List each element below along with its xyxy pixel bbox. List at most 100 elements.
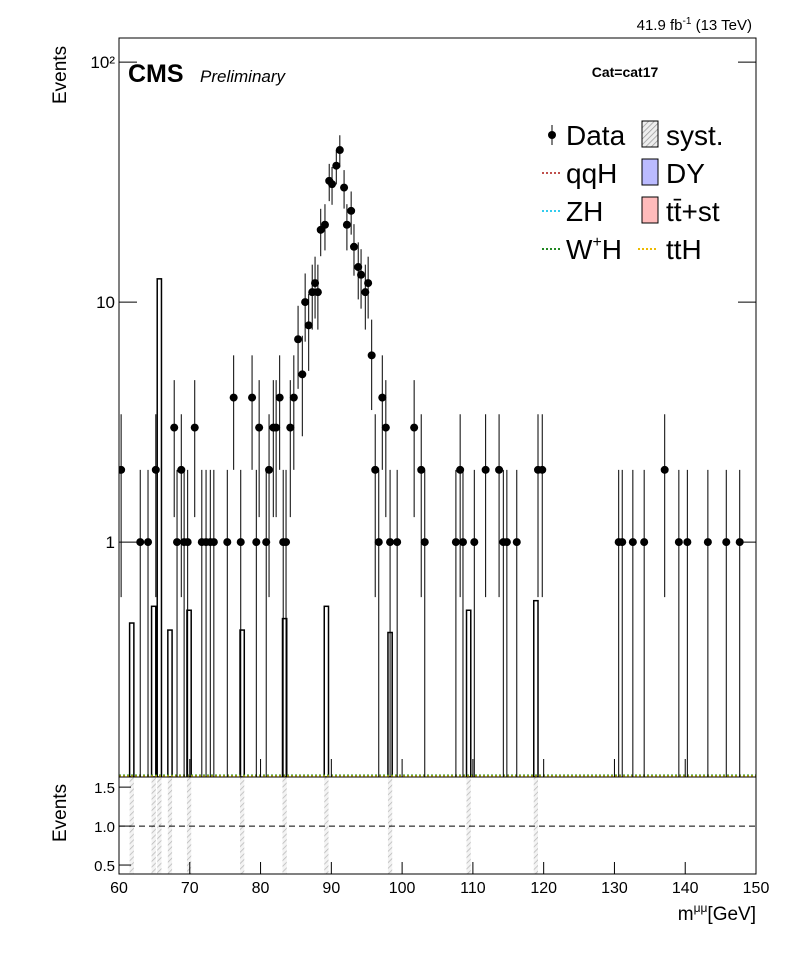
data-point	[354, 263, 363, 272]
data-point	[538, 465, 547, 474]
data-point	[262, 538, 271, 547]
data-point	[190, 423, 199, 432]
status: Preliminary	[200, 67, 287, 86]
x-label-tail: [GeV]	[707, 904, 756, 925]
mc-bin	[533, 599, 539, 777]
legend-label: ZH	[566, 196, 603, 227]
ratio-syst-band	[167, 777, 173, 874]
data-point	[470, 538, 479, 547]
legend-label-part: W	[566, 234, 593, 265]
data-point	[683, 538, 692, 547]
y-axis-label: Events	[50, 46, 71, 104]
ratio-syst-band	[282, 777, 287, 874]
ratio-syst-band	[240, 777, 245, 874]
data-point	[282, 538, 291, 547]
data-point	[144, 538, 153, 547]
mc-bin	[239, 629, 246, 777]
ratio-syst-band	[186, 777, 192, 874]
mc-bin	[128, 622, 135, 777]
data-point	[177, 465, 186, 474]
data-point	[451, 538, 460, 547]
lumi-sup: -1	[683, 16, 692, 27]
y-tick-label: 1	[106, 533, 115, 552]
mc-bin	[186, 609, 192, 777]
data-point	[311, 279, 320, 288]
data-point	[340, 183, 349, 192]
data-point	[342, 220, 351, 229]
mc-bin	[323, 605, 330, 777]
y-tick-label: 10	[96, 293, 115, 312]
data-point	[674, 538, 683, 547]
data-point	[265, 465, 274, 474]
data-point	[173, 538, 182, 547]
legend-marker	[641, 158, 659, 186]
data-point	[381, 423, 390, 432]
data-point	[183, 538, 192, 547]
data-point	[151, 465, 160, 474]
data-point	[248, 393, 257, 402]
data-point	[458, 538, 467, 547]
data-point	[374, 538, 383, 547]
legend-label-part: H	[602, 234, 622, 265]
data-point	[367, 351, 376, 360]
x-tick-label: 150	[743, 880, 770, 897]
data-point	[136, 538, 145, 547]
ratio-syst-band	[387, 777, 393, 874]
plot-area	[119, 135, 756, 777]
data-point	[420, 538, 429, 547]
data-point	[289, 393, 298, 402]
x-label-sup: μμ	[694, 901, 708, 915]
y-tick-label: 10²	[90, 53, 115, 72]
data-point	[320, 220, 329, 229]
data-point	[119, 465, 126, 474]
data-point	[252, 538, 261, 547]
legend-marker	[641, 120, 659, 148]
x-tick-label: 70	[181, 880, 199, 897]
lumi-tail: (13 TeV)	[691, 17, 752, 34]
data-point	[618, 538, 627, 547]
mc-bin	[150, 605, 157, 777]
data-point	[347, 206, 356, 215]
legend-label: W+H	[566, 234, 622, 265]
data-point	[512, 538, 521, 547]
x-tick-label: 140	[672, 880, 699, 897]
data-point	[332, 161, 341, 170]
data-point	[393, 538, 402, 547]
data-point	[357, 270, 366, 279]
data-point	[371, 465, 380, 474]
lumi-main: 41.9 fb	[637, 17, 683, 34]
x-tick-label: 60	[110, 880, 128, 897]
ratio-frame	[118, 776, 757, 875]
legend-label: syst.	[666, 120, 724, 151]
lumi: 41.9 fb-1 (13 TeV)	[637, 16, 752, 34]
category: Cat=cat17	[592, 64, 659, 80]
data-point	[301, 298, 310, 307]
data-point	[209, 538, 218, 547]
data-point	[255, 423, 264, 432]
ratio-syst-band	[129, 777, 134, 874]
data-point	[410, 423, 419, 432]
mc-bin	[167, 629, 173, 777]
experiment: CMS	[128, 60, 184, 88]
x-axis-label: mμμ[GeV]	[678, 901, 756, 925]
x-tick-label: 130	[601, 880, 628, 897]
data-point	[328, 180, 337, 189]
legend-label: Data	[566, 120, 626, 151]
mc-bin	[156, 278, 163, 777]
legend-label-part: +	[592, 234, 601, 251]
data-point	[378, 393, 387, 402]
x-tick-label: 80	[252, 880, 270, 897]
legend-label: DY	[666, 158, 705, 189]
data-point	[286, 423, 295, 432]
legend-label: ttH	[666, 234, 702, 265]
data-point	[275, 393, 284, 402]
data-point	[481, 465, 490, 474]
ratio-y-axis-label: Events	[50, 784, 71, 842]
data-point	[298, 370, 307, 379]
ratio-syst-band	[151, 777, 156, 874]
legend-label: qqH	[566, 158, 617, 189]
data-point	[229, 393, 238, 402]
ratio-syst-band	[466, 777, 471, 874]
legend-marker	[641, 196, 659, 224]
